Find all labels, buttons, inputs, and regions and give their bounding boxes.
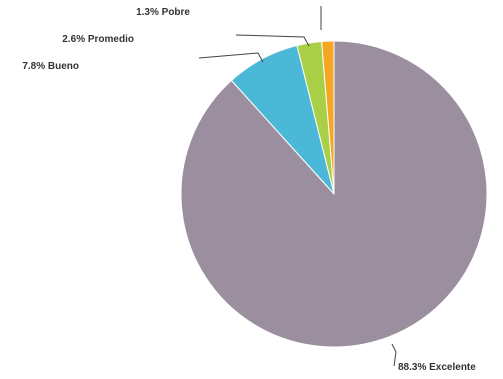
slice-label-excelente: 88.3% Excelente xyxy=(398,362,476,373)
leader-line-bueno xyxy=(198,52,264,63)
slice-label-promedio: 2.6% Promedio xyxy=(62,34,134,45)
slice-label-pobre: 1.3% Pobre xyxy=(136,7,190,18)
slice-labels: 1.3% Pobre 2.6% Promedio 7.8% Bueno 88.3% E… xyxy=(22,7,476,373)
leader-lines xyxy=(198,6,397,367)
pie-slice-excelente xyxy=(180,40,488,348)
leader-line-excelente xyxy=(391,343,397,367)
leader-line-promedio xyxy=(235,34,310,47)
slice-label-bueno: 7.8% Bueno xyxy=(22,61,79,72)
pie-slices xyxy=(180,40,488,348)
